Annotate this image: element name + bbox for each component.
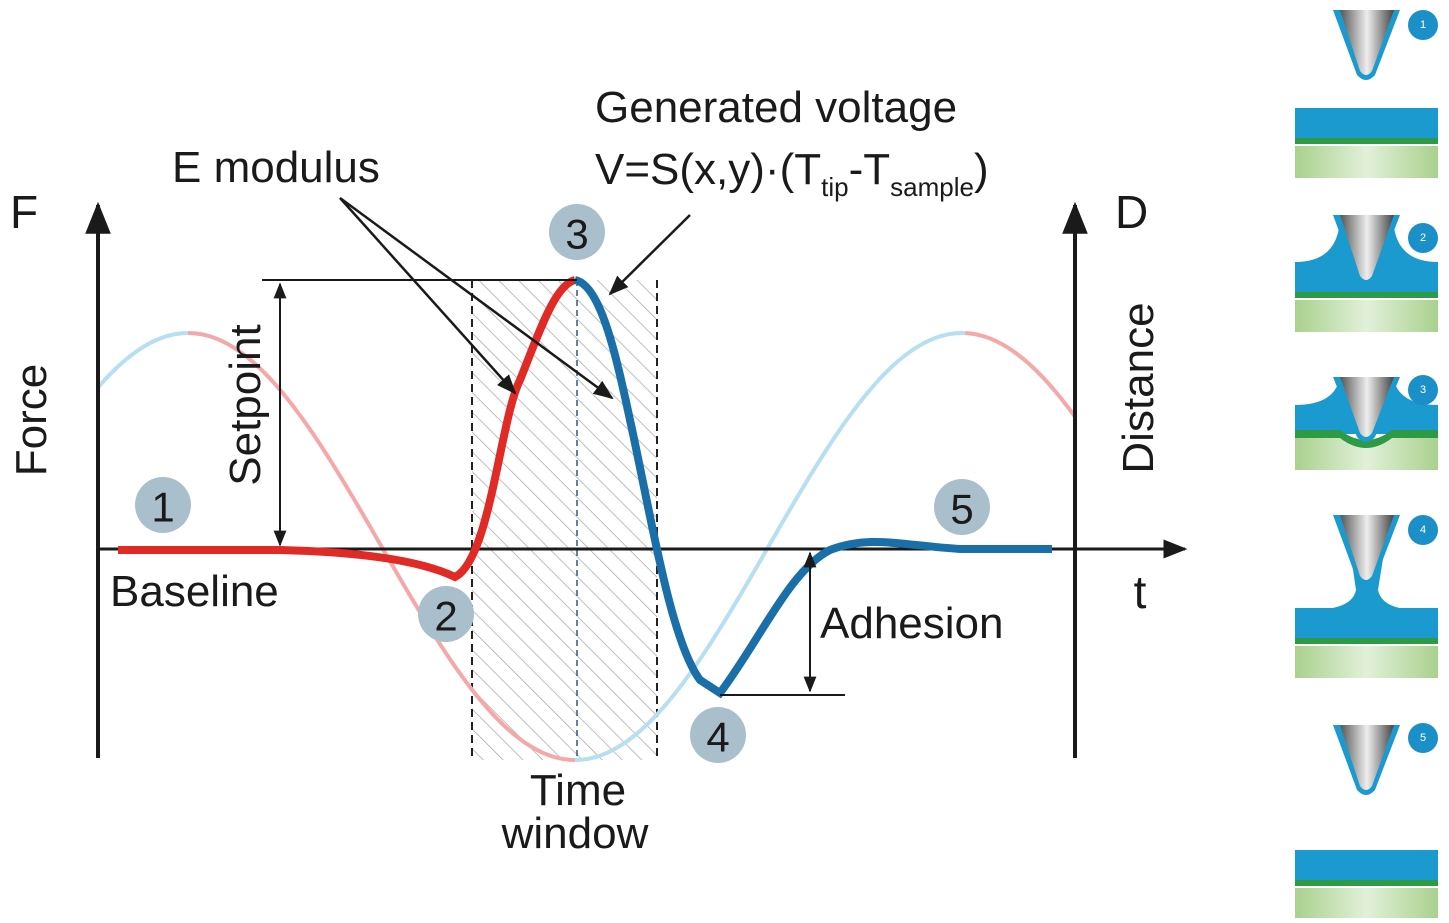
substrate [1295, 646, 1438, 678]
time-window-area [472, 280, 657, 760]
step-panels: 1 2 3 4 5 [1295, 10, 1438, 918]
point-marker [418, 586, 474, 642]
force-label: Force [7, 364, 56, 476]
substrate [1295, 300, 1438, 332]
setpoint-label: Setpoint [221, 324, 270, 485]
pointer [608, 214, 691, 296]
tip [1340, 215, 1394, 280]
water-layer [1295, 608, 1438, 638]
water-layer [1295, 850, 1438, 880]
step-marker [1408, 223, 1438, 253]
step-number: 4 [1420, 524, 1426, 536]
tip [1340, 515, 1394, 580]
tip [1340, 10, 1394, 75]
substrate [1295, 888, 1438, 918]
retract-curve [573, 276, 1052, 699]
step-number: 5 [1420, 732, 1426, 744]
tip [1340, 377, 1394, 437]
time-window-label: window [501, 809, 649, 858]
pointer [339, 197, 517, 395]
step-marker [1408, 515, 1438, 545]
distance-segment [964, 331, 1077, 418]
point-marker [549, 204, 605, 260]
distance-segment [187, 331, 576, 762]
step-number: 3 [1420, 384, 1426, 396]
point-number: 2 [434, 593, 457, 640]
formula-part: V=S(x,y)·(T [595, 145, 821, 194]
distance-segment [96, 331, 189, 389]
distance-curve [96, 330, 1077, 762]
sample-layer [1295, 430, 1438, 448]
point-number: 1 [151, 484, 174, 531]
sample-layer [1295, 292, 1438, 298]
formula-sub: tip [821, 172, 848, 202]
step-number: 1 [1420, 19, 1426, 31]
tip [1340, 725, 1394, 790]
point-marker [934, 479, 990, 535]
pointer [339, 196, 614, 400]
distance-segment [574, 330, 966, 762]
voltage-label: Generated voltage [595, 83, 957, 132]
substrate [1295, 146, 1438, 178]
formula-part: -T [849, 145, 891, 194]
sample-layer [1295, 638, 1438, 644]
sample-layer [1295, 880, 1438, 886]
point-number: 4 [706, 714, 729, 761]
formula-sub: sample [890, 172, 974, 202]
formula: V=S(x,y)·(Ttip-Tsample) [595, 145, 989, 202]
point-marker [690, 707, 746, 763]
step-marker [1408, 723, 1438, 753]
baseline-label: Baseline [110, 567, 279, 616]
step-marker [1408, 10, 1438, 40]
distance-short: D [1115, 186, 1148, 238]
distance-label: Distance [1114, 302, 1163, 473]
step-marker [1408, 375, 1438, 405]
adhesion-label: Adhesion [820, 599, 1003, 648]
water-layer [1295, 108, 1438, 138]
step-number: 2 [1420, 232, 1426, 244]
formula-part: ) [974, 145, 989, 194]
points: 1 2 3 4 5 [135, 204, 990, 763]
point-number: 5 [950, 486, 973, 533]
time-label: t [1134, 566, 1147, 618]
approach-curve [118, 276, 577, 582]
point-marker [135, 477, 191, 533]
time-window-label: Time [530, 766, 626, 815]
e-modulus-label: E modulus [172, 143, 380, 192]
sample-layer [1295, 138, 1438, 144]
force-short: F [10, 186, 38, 238]
point-number: 3 [565, 211, 588, 258]
